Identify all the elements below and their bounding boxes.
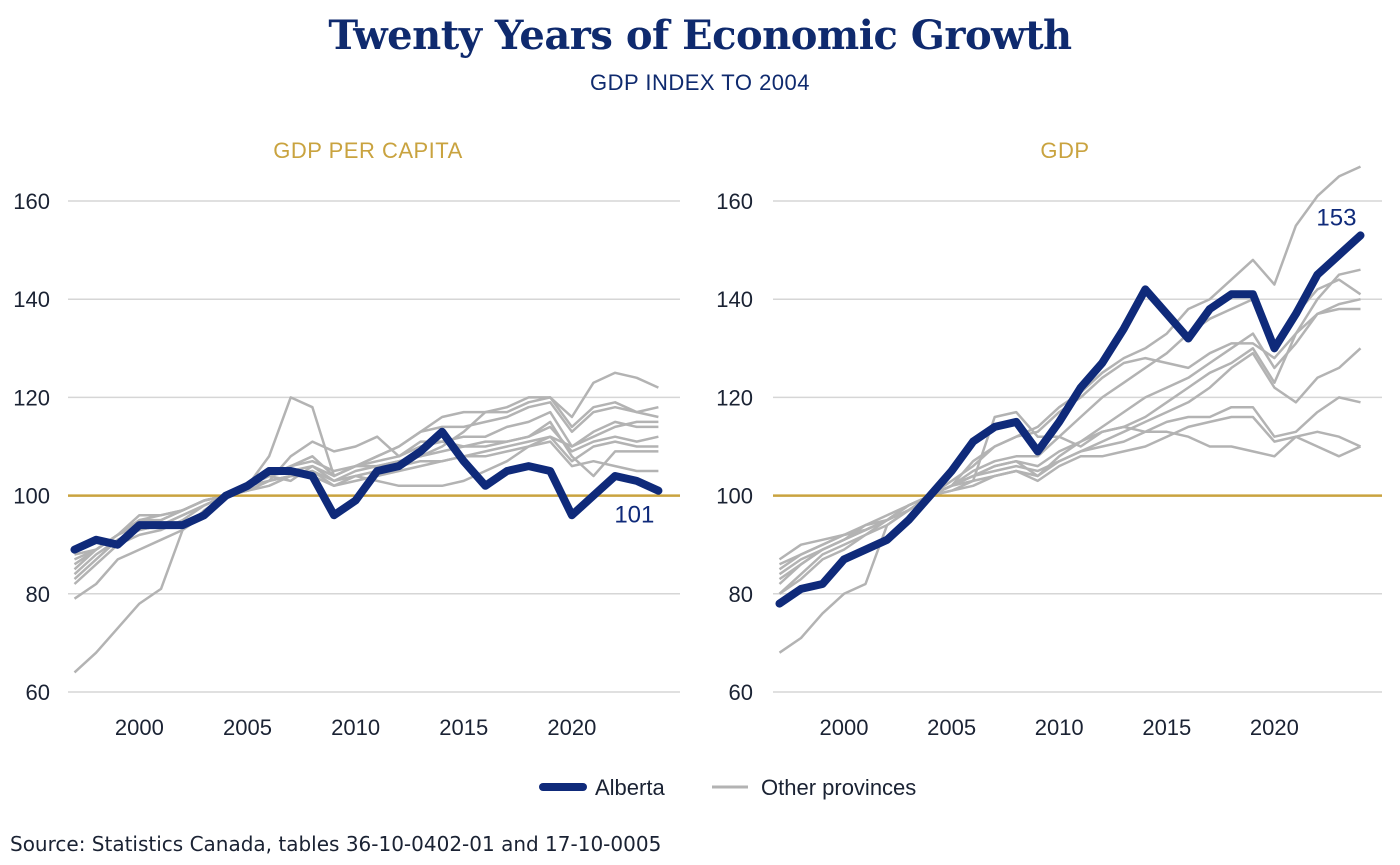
legend-alberta-label: Alberta [595, 775, 665, 800]
series-line-other-province [73, 435, 659, 566]
y-tick-label: 60 [729, 680, 753, 705]
source-note: Source: Statistics Canada, tables 36-10-… [10, 832, 662, 856]
series-line-other-province [73, 371, 659, 600]
series-line-other-province [778, 278, 1362, 585]
x-tick-label: 2015 [439, 715, 488, 740]
series-line-other-province [778, 410, 1362, 566]
data-label-alberta-end: 153 [1316, 204, 1356, 231]
x-tick-label: 2005 [223, 715, 272, 740]
chart-subtitle: GDP INDEX TO 2004 [589, 70, 811, 95]
y-tick-label: 80 [729, 582, 753, 607]
x-tick-label: 2015 [1142, 715, 1191, 740]
x-tick-label: 2020 [547, 715, 596, 740]
x-tick-label: 2010 [331, 715, 380, 740]
y-tick-label: 120 [716, 385, 753, 410]
series-line-alberta [70, 427, 663, 554]
series-line-other-province [73, 410, 659, 576]
x-tick-label: 2000 [820, 715, 869, 740]
series-line-alberta [775, 231, 1365, 608]
y-tick-label: 140 [13, 287, 50, 312]
series-line-other-province [778, 396, 1361, 561]
y-tick-label: 80 [26, 582, 50, 607]
x-tick-label: 2005 [927, 715, 976, 740]
panel-title: GDP PER CAPITA [273, 138, 463, 163]
series-line-other-province [778, 307, 1361, 595]
panel-title: GDP [1040, 138, 1089, 163]
series-line-other-province [74, 420, 659, 556]
y-tick-label: 60 [26, 680, 50, 705]
series-line-other-province [73, 425, 659, 571]
y-tick-label: 140 [716, 287, 753, 312]
legend-others-label: Other provinces [761, 775, 916, 800]
legend: Alberta Other provinces [539, 775, 916, 800]
x-tick-label: 2020 [1250, 715, 1299, 740]
y-tick-label: 120 [13, 385, 50, 410]
y-tick-label: 160 [13, 189, 50, 214]
x-tick-label: 2000 [115, 715, 164, 740]
data-label-alberta-end: 101 [614, 502, 654, 529]
y-tick-label: 100 [13, 484, 50, 509]
y-tick-label: 100 [716, 484, 753, 509]
panel-gdp-per-capita: GDP PER CAPITA 60 80 100 120 140 160 2000 2005 20… [13, 138, 680, 740]
x-tick-label: 2010 [1035, 715, 1084, 740]
chart-title: Twenty Years of Economic Growth [328, 12, 1072, 59]
y-tick-label: 160 [716, 189, 753, 214]
panel-gdp: GDP 60 80 100 120 140 160 2000 2005 2010 2015 2020 1… [716, 138, 1382, 740]
